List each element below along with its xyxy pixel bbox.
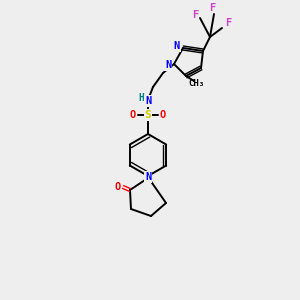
Text: O: O [130,110,136,120]
Text: O: O [115,182,121,192]
Text: F: F [225,18,231,28]
Text: H: H [138,93,144,103]
Text: F: F [209,3,215,13]
Text: CH₃: CH₃ [188,79,204,88]
Text: N: N [165,60,171,70]
Text: S: S [145,110,152,120]
Text: F: F [192,10,198,20]
Text: N: N [174,41,180,51]
Text: N: N [145,172,151,182]
Text: N: N [145,96,151,106]
Text: O: O [160,110,166,120]
